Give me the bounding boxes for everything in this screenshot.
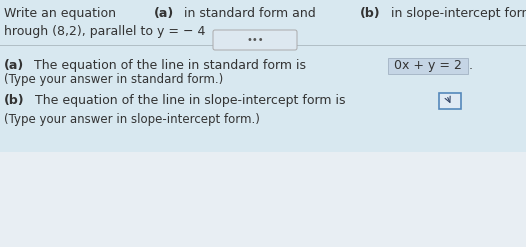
FancyBboxPatch shape [439, 93, 461, 109]
Text: in slope-intercept form for the line described.: in slope-intercept form for the line des… [387, 7, 526, 20]
Text: Write an equation: Write an equation [4, 7, 120, 20]
Text: (a): (a) [4, 59, 24, 72]
FancyBboxPatch shape [388, 58, 469, 74]
Text: (Type your answer in slope-intercept form.): (Type your answer in slope-intercept for… [4, 113, 260, 126]
Text: (Type your answer in standard form.): (Type your answer in standard form.) [4, 73, 223, 86]
Text: •••: ••• [246, 35, 264, 45]
Bar [0, 152, 526, 247]
Text: (b): (b) [360, 7, 381, 20]
Text: in standard form and: in standard form and [180, 7, 320, 20]
Text: (b): (b) [4, 94, 25, 107]
Text: 0x + y = 2: 0x + y = 2 [394, 59, 462, 72]
Text: (a): (a) [154, 7, 174, 20]
Text: The equation of the line in standard form is: The equation of the line in standard for… [30, 59, 310, 72]
FancyBboxPatch shape [213, 30, 297, 50]
Text: .: . [469, 59, 472, 72]
Text: hrough (8,2), parallel to y = − 4: hrough (8,2), parallel to y = − 4 [4, 25, 205, 38]
Text: The equation of the line in slope-intercept form is: The equation of the line in slope-interc… [31, 94, 349, 107]
Bar [0, 0, 526, 152]
